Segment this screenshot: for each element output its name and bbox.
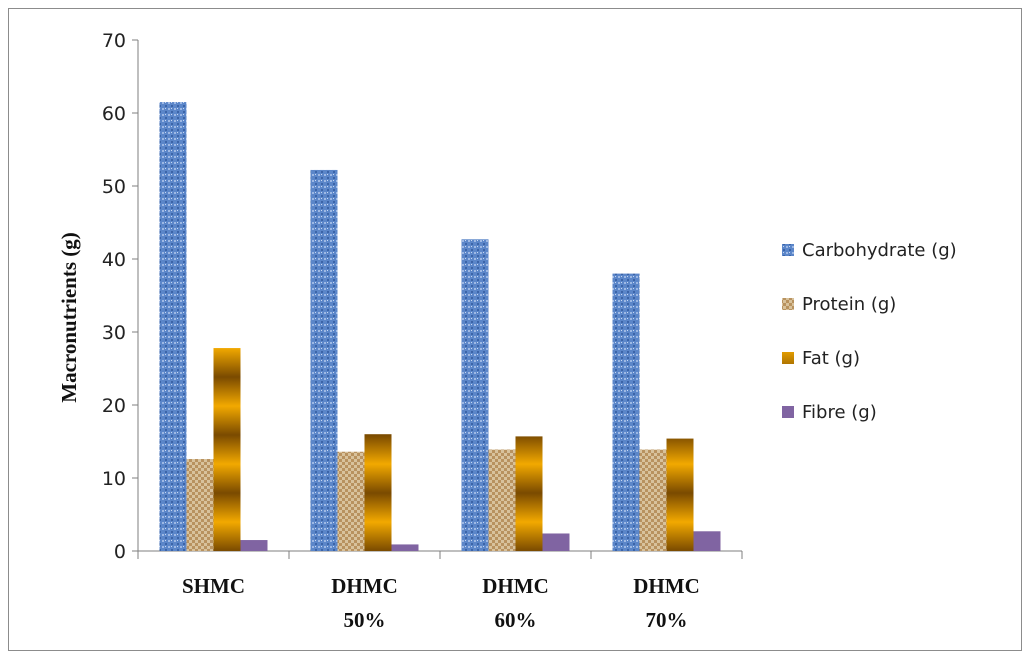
y-axis-title: Macronutrients (g) (57, 232, 81, 403)
y-tick-label: 70 (102, 30, 126, 52)
bar-fibre (693, 531, 721, 551)
category-label: 50% (344, 608, 386, 632)
y-tick-label: 10 (102, 468, 126, 490)
bar-protein (639, 449, 667, 551)
category-label: SHMC (182, 574, 245, 598)
bar-fat (213, 348, 241, 551)
bar-protein (337, 451, 365, 551)
bar-carbohydrate (612, 273, 640, 551)
legend-swatch (782, 352, 794, 364)
bar-fat (515, 436, 543, 551)
y-tick-label: 50 (102, 176, 126, 198)
legend-swatch (782, 298, 794, 310)
bar-fat (364, 434, 392, 551)
legend-label: Fat (g) (802, 348, 860, 369)
legend-label: Fibre (g) (802, 402, 877, 423)
bar-carbohydrate (159, 102, 187, 552)
bar-protein (488, 449, 516, 551)
y-tick-label: 30 (102, 322, 126, 344)
category-label: 70% (646, 608, 688, 632)
legend-swatch (782, 244, 794, 256)
category-label: 60% (495, 608, 537, 632)
legend-label: Protein (g) (802, 294, 896, 315)
bar-fibre (391, 544, 419, 551)
y-tick-label: 60 (102, 103, 126, 125)
legend-swatch (782, 406, 794, 418)
category-label: DHMC (482, 574, 549, 598)
bar-fat (666, 438, 694, 551)
bar-carbohydrate (310, 169, 338, 551)
legend-label: Carbohydrate (g) (802, 240, 957, 261)
y-tick-label: 20 (102, 395, 126, 417)
bar-protein (186, 459, 214, 551)
bar-fibre (240, 540, 268, 551)
y-tick-label: 40 (102, 249, 126, 271)
bar-carbohydrate (461, 239, 489, 552)
category-label: DHMC (331, 574, 398, 598)
category-label: DHMC (633, 574, 700, 598)
bar-fibre (542, 533, 570, 551)
y-tick-label: 0 (114, 541, 126, 563)
